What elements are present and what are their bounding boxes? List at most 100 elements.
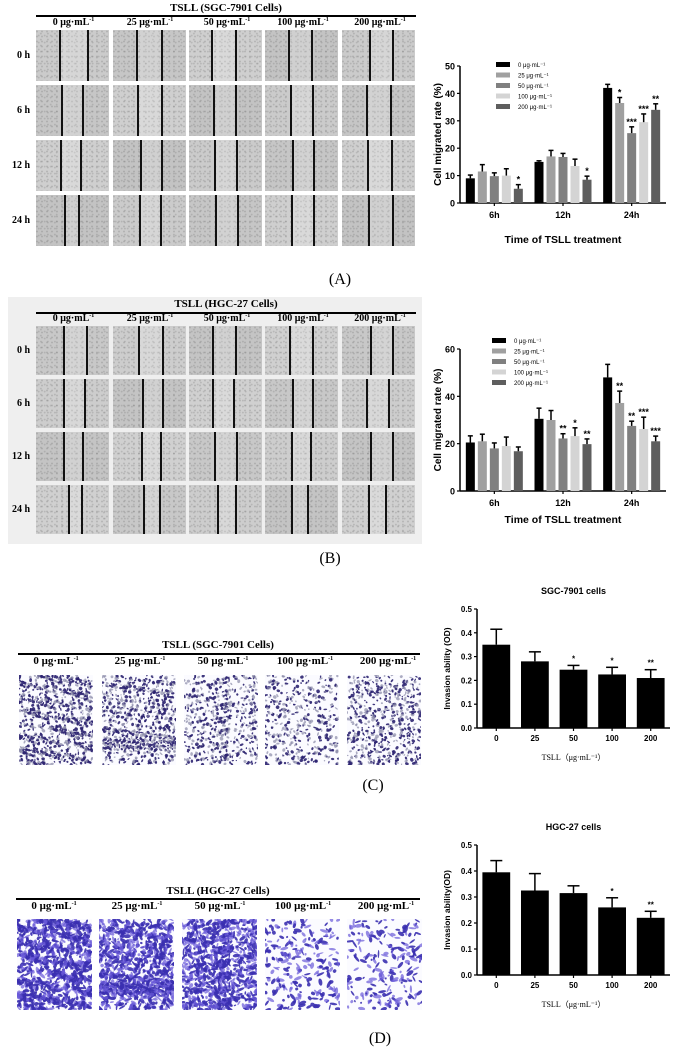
panel-d-concentration-headers: 0 μg·mL-1 25 μg·mL-1 50 μg·mL-1 100 μg·mL-1…	[12, 900, 424, 916]
significance-mark: *	[572, 654, 576, 663]
scratch-edge-line	[59, 30, 61, 81]
scratch-micrograph	[36, 326, 109, 375]
bar	[603, 87, 613, 203]
significance-mark: ***	[650, 426, 661, 436]
panel-c-title-rule	[18, 653, 420, 655]
scratch-edge-line	[312, 326, 314, 375]
x-tick-label: 100	[605, 734, 619, 743]
scratch-micrograph	[113, 30, 186, 81]
significance-mark: *	[611, 887, 615, 896]
transwell-micrograph	[102, 675, 176, 765]
y-tick-label: 40	[445, 89, 455, 99]
scratch-edge-line	[140, 140, 142, 191]
bar	[603, 377, 613, 491]
transwell-micrograph	[265, 919, 340, 1010]
panel-b-title-rule	[36, 312, 416, 314]
transwell-micrograph	[99, 919, 174, 1010]
concentration-header: 200 μg·mL-1	[354, 17, 406, 28]
concentration-header: 200 μg·mL-1	[357, 900, 415, 912]
legend-swatch	[496, 104, 510, 109]
scratch-micrograph	[265, 85, 338, 136]
transwell-micrograph	[347, 675, 421, 765]
legend-swatch	[492, 359, 506, 364]
scratch-edge-line	[213, 85, 215, 136]
scratch-edge-line	[63, 326, 65, 375]
scratch-edge-line	[292, 140, 294, 191]
concentration-header: 0 μg·mL-1	[33, 655, 79, 667]
y-tick-label: 0.4	[461, 629, 473, 638]
scratch-edge-line	[368, 195, 370, 246]
bar	[570, 436, 580, 491]
transwell-micrograph	[19, 675, 93, 765]
significance-mark: *	[573, 418, 577, 428]
panel-a-title-rule	[36, 15, 416, 17]
scratch-edge-line	[368, 485, 370, 534]
scratch-micrograph	[189, 326, 262, 375]
bar	[534, 418, 544, 491]
scratch-edge-line	[161, 30, 163, 81]
bar	[559, 893, 588, 975]
scratch-micrograph	[189, 30, 262, 81]
scratch-micrograph	[113, 485, 186, 534]
panel-a-concentration-headers: 0 μg·mL-1 25 μg·mL-1 50 μg·mL-1 100 μg·mL-1…	[36, 17, 416, 31]
scratch-edge-line	[214, 432, 216, 481]
y-tick-label: 0.1	[461, 700, 473, 709]
y-tick-label: 0	[450, 199, 455, 209]
scratch-edge-line	[217, 485, 219, 534]
significance-mark: ***	[626, 117, 637, 127]
x-tick-label: 24h	[624, 498, 640, 508]
concentration-header: 0 μg·mL-1	[52, 17, 95, 28]
scratch-micrograph	[189, 432, 262, 481]
legend-label: 200 μg·mL⁻¹	[518, 105, 552, 111]
concentration-header: 25 μg·mL-1	[114, 655, 166, 667]
bar	[501, 175, 511, 203]
panel-c-micrograph-title: TSLL (SGC-7901 Cells)	[162, 639, 274, 651]
y-tick-label: 0	[450, 487, 455, 497]
scratch-edge-line	[235, 30, 237, 81]
panel-d-transwell-images	[0, 919, 422, 1014]
legend-swatch	[492, 380, 506, 385]
significance-mark: **	[648, 900, 655, 909]
scratch-micrograph	[189, 140, 262, 191]
y-axis-label: Cell migrated rate (%)	[433, 369, 444, 472]
scratch-micrograph	[189, 85, 262, 136]
scratch-edge-line	[142, 379, 144, 428]
scratch-edge-line	[82, 432, 84, 481]
scratch-edge-line	[84, 379, 86, 428]
scratch-edge-line	[162, 379, 164, 428]
y-tick-label: 0.2	[461, 676, 473, 685]
scratch-edge-line	[160, 432, 162, 481]
legend-label: 25 μg·mL⁻¹	[514, 350, 545, 356]
concentration-header: 25 μg·mL-1	[111, 900, 163, 912]
scratch-micrograph	[113, 195, 186, 246]
significance-mark: **	[652, 94, 660, 104]
concentration-header: 200 μg·mL-1	[354, 313, 406, 324]
scratch-micrograph	[265, 432, 338, 481]
legend-swatch	[496, 72, 510, 78]
concentration-header: 50 μg·mL-1	[203, 313, 251, 324]
scratch-edge-line	[292, 379, 294, 428]
y-tick-label: 0.3	[461, 653, 473, 662]
bar	[636, 917, 665, 975]
scratch-edge-line	[139, 195, 141, 246]
scratch-edge-line	[313, 195, 315, 246]
scratch-edge-line	[136, 30, 138, 81]
scratch-micrograph	[189, 379, 262, 428]
scratch-micrograph	[342, 485, 415, 534]
scratch-edge-line	[63, 432, 65, 481]
scratch-edge-line	[212, 379, 214, 428]
transwell-micrograph	[182, 919, 257, 1010]
scratch-micrograph	[265, 485, 338, 534]
scratch-edge-line	[385, 485, 387, 534]
bar	[598, 674, 626, 728]
scratch-micrograph	[342, 140, 415, 191]
panel-a: TSLL (SGC-7901 Cells) 0 μg·mL-1 25 μg·mL-…	[0, 0, 674, 295]
bar	[651, 441, 661, 491]
legend-swatch	[496, 62, 510, 67]
y-axis-label: Invasion ability(OD)	[442, 870, 452, 950]
scratch-edge-line	[370, 432, 372, 481]
scratch-edge-line	[392, 195, 394, 246]
significance-mark: *	[517, 175, 521, 185]
significance-mark: **	[616, 381, 624, 391]
